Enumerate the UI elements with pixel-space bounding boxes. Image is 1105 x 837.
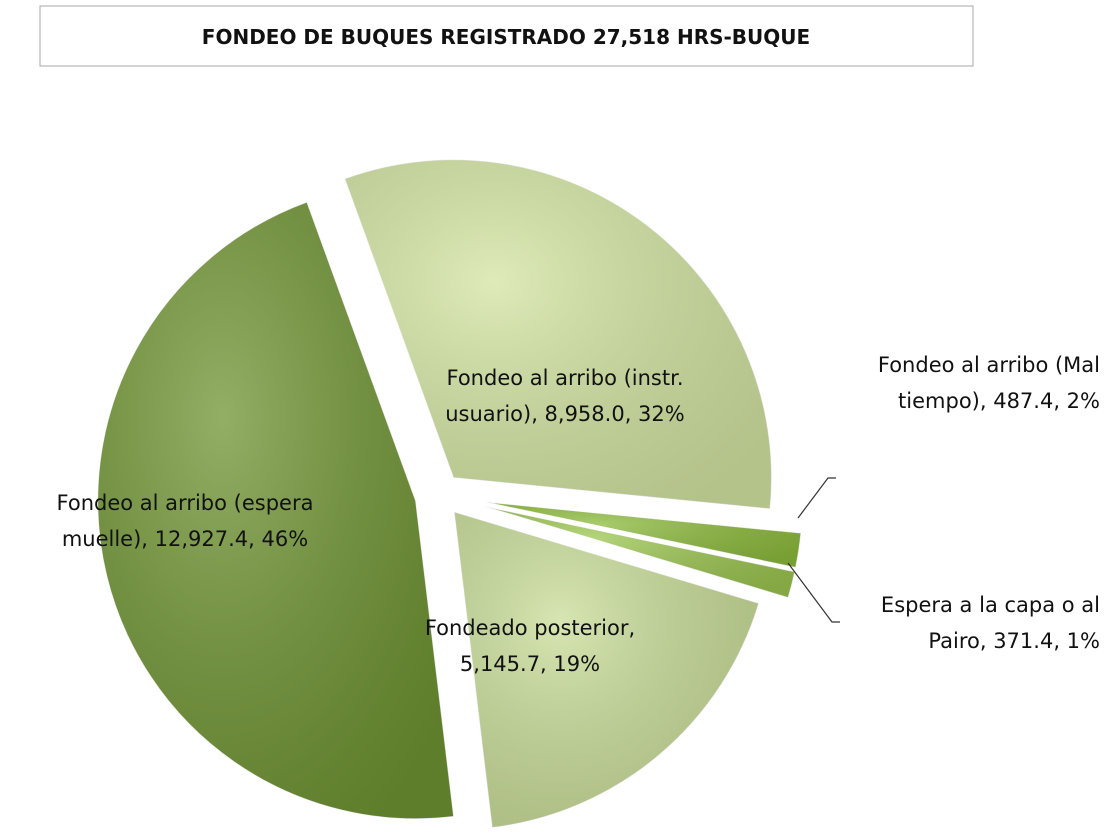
leader-line [787, 562, 840, 623]
slice-shade [454, 511, 759, 828]
slice-label: Pairo, 371.4, 1% [928, 629, 1100, 653]
slice-label: Fondeo al arribo (espera [57, 491, 314, 515]
slice-shade [484, 501, 801, 568]
slice-label: usuario), 8,958.0, 32% [445, 402, 684, 426]
slice-label: Fondeo al arribo (instr. [447, 366, 684, 390]
chart-title: FONDEO DE BUQUES REGISTRADO 27,518 HRS-B… [202, 25, 810, 49]
slice-label: Espera a la capa o al [881, 593, 1100, 617]
slice-shade [344, 159, 772, 509]
slice-shade [97, 201, 454, 819]
slice-label: Fondeo al arribo (Mal [878, 353, 1100, 377]
title-box [39, 5, 974, 67]
leader-line [797, 477, 836, 519]
slice-label: muelle), 12,927.4, 46% [62, 527, 308, 551]
slice-label: 5,145.7, 19% [460, 652, 600, 676]
slice-shade [483, 506, 795, 598]
slice-label: Fondeado posterior, [425, 616, 635, 640]
slice-label: tiempo), 487.4, 2% [898, 389, 1100, 413]
